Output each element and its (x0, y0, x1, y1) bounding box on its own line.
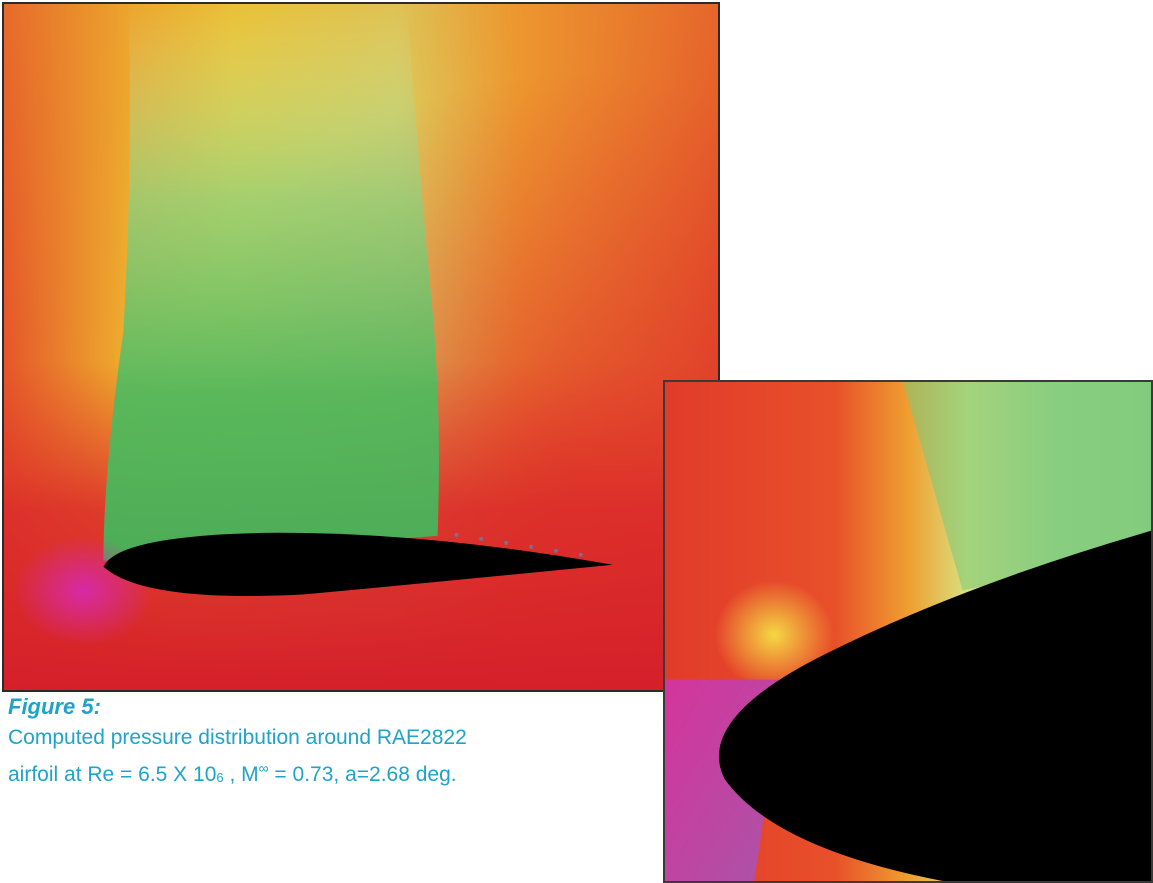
caption-mid: , M (223, 763, 259, 786)
zoomed-pressure-field-image (663, 380, 1153, 883)
reynolds-exponent: 6 (216, 770, 224, 785)
figure-label: Figure 5: (8, 694, 101, 719)
caption-line-1: Computed pressure distribution around RA… (8, 726, 467, 749)
caption-line-2: airfoil at Re = 6.5 X 106 , M∞ = 0.73, a… (8, 753, 648, 793)
caption-suffix: = 0.73, a=2.68 deg. (268, 763, 457, 786)
pressure-field-image (2, 2, 720, 692)
figure-caption: Figure 5: Computed pressure distribution… (8, 692, 648, 793)
caption-prefix: airfoil at Re = 6.5 X 10 (8, 763, 217, 786)
mach-infinity-symbol: ∞ (258, 760, 269, 776)
